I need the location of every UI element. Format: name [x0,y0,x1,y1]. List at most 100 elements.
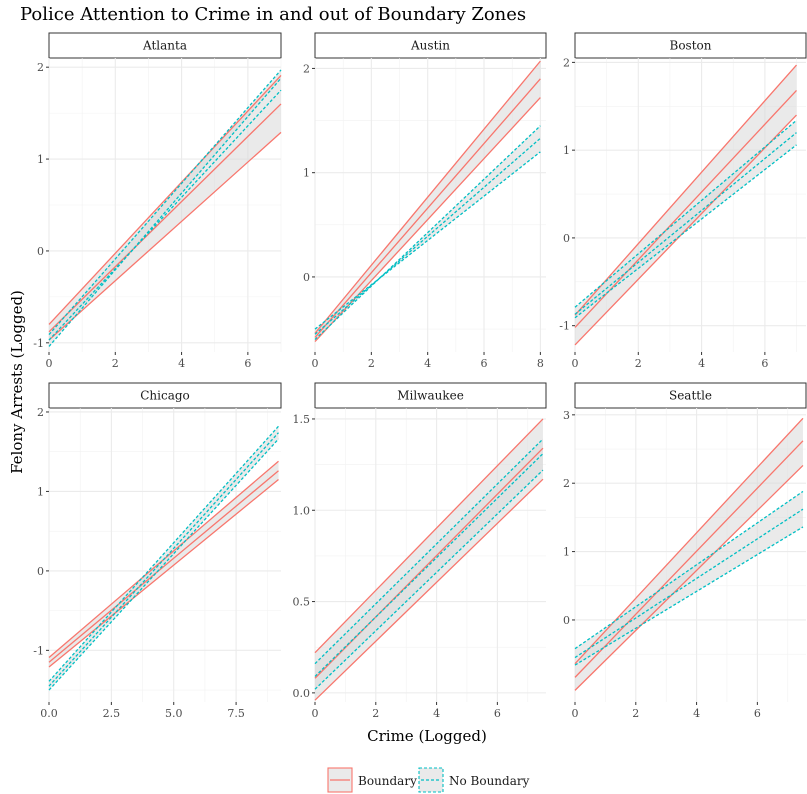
legend-label: No Boundary [449,774,530,788]
y-tick-label: 1 [563,144,570,157]
legend-item-no-boundary: No Boundary [418,767,530,793]
no-boundary-lower-line [574,526,804,666]
no-boundary-upper-line [574,490,804,650]
ci-band-no-boundary [49,69,281,347]
y-tick-label: 1 [303,167,310,180]
y-tick-label: 2 [37,406,44,419]
x-tick-label: 4 [433,707,440,720]
no-boundary-upper-line [314,125,541,340]
legend-label: Boundary [358,774,417,788]
facet-strip-label: Austin [410,39,450,53]
facet-strip-label: Seattle [669,389,712,403]
panel-austin: Austin 0 2 4 6 8 0 1 2 [303,32,547,370]
no-boundary-fit-line [574,132,797,315]
y-tick-label: 1.5 [293,413,311,426]
boundary-fit-line [574,440,804,678]
y-tick-label: 2 [37,61,44,74]
no-boundary-lower-line [48,438,279,691]
y-tick-label: -1 [33,337,44,350]
y-axis-label: Felony Arrests (Logged) [8,290,26,474]
facet-strip-label: Chicago [140,389,190,403]
no-boundary-upper-line [48,69,282,335]
x-tick-label: 2 [635,357,642,370]
y-tick-label: 0 [37,565,44,578]
boundary-fit-line [314,78,541,338]
x-tick-label: 6 [481,357,488,370]
x-tick-label: 8 [537,357,544,370]
facet-strip-label: Boston [670,39,712,53]
x-tick-label: 4 [178,357,185,370]
facet-strip [314,382,547,409]
no-boundary-lower-line [48,77,282,347]
panel-chicago: Chicago 0.0 2.5 5.0 7.5 -1 0 1 2 [33,382,282,720]
x-axis-label: Crime (Logged) [367,727,487,745]
y-tick-label: -1 [559,320,570,333]
panel-boston: Boston 0 2 4 6 -1 0 1 2 [559,32,807,370]
no-boundary-upper-line [574,119,797,308]
y-tick-label: 3 [563,409,570,422]
x-tick-label: 0 [572,357,579,370]
x-tick-label: 0 [46,357,53,370]
x-tick-label: 0 [572,707,579,720]
boundary-lower-line [574,114,797,346]
x-tick-label: 5.0 [165,707,183,720]
y-tick-label: 1 [563,546,570,559]
boundary-fit-line [48,470,279,663]
x-tick-label: 4 [424,357,431,370]
x-tick-label: 2.5 [103,707,121,720]
x-tick-label: 2 [632,707,639,720]
y-tick-label: 1 [37,485,44,498]
boundary-upper-line [314,418,544,654]
y-tick-label: 0 [303,271,310,284]
x-tick-label: 0 [312,707,319,720]
chart-title: Police Attention to Crime in and out of … [20,4,526,25]
boundary-fit-line [48,103,282,333]
no-boundary-fit-line [48,89,282,341]
boundary-lower-line [314,478,544,701]
legend: Boundary No Boundary [327,767,530,793]
no-boundary-lower-line [314,151,541,330]
y-tick-label: 0 [563,614,570,627]
x-tick-label: 2 [372,707,379,720]
facet-strip [574,32,807,59]
facet-strip-label: Atlanta [142,39,187,53]
boundary-upper-line [48,75,282,325]
boundary-lower-line [48,479,279,668]
x-tick-label: 6 [244,357,251,370]
y-tick-label: 0 [37,245,44,258]
boundary-upper-line [574,64,797,316]
x-tick-label: 6 [761,357,768,370]
no-boundary-fit-line [314,453,544,677]
ci-band-no-boundary [49,426,279,691]
no-boundary-upper-line [314,438,544,665]
ci-band-boundary [575,418,803,691]
no-boundary-fit-line [48,432,279,687]
boundary-lower-line [48,131,282,341]
y-tick-label: 1.0 [293,504,311,517]
x-tick-label: 6 [494,707,501,720]
x-tick-label: 2 [112,357,119,370]
no-boundary-lower-line [314,469,544,690]
y-tick-label: 2 [563,477,570,490]
boundary-lower-line [574,464,804,691]
y-tick-label: 1 [37,153,44,166]
ci-band-boundary [315,61,541,342]
panel-seattle: Seattle 0 2 4 6 0 1 2 3 [563,382,807,720]
facet-strip [314,32,547,59]
legend-item-boundary: Boundary [327,767,417,793]
facet-strip [48,32,282,59]
x-tick-label: 4 [693,707,700,720]
x-tick-label: 7.5 [227,707,245,720]
x-tick-label: 0 [312,357,319,370]
x-tick-label: 2 [368,357,375,370]
y-tick-label: 0.5 [293,596,311,609]
facet-strip [574,382,807,409]
y-tick-label: -1 [33,644,44,657]
ci-band-boundary [575,65,797,345]
no-boundary-upper-line [48,425,279,682]
boundary-upper-line [314,60,541,334]
panel-milwaukee: Milwaukee 0 2 4 6 0.0 0.5 1.0 1.5 [293,382,547,720]
